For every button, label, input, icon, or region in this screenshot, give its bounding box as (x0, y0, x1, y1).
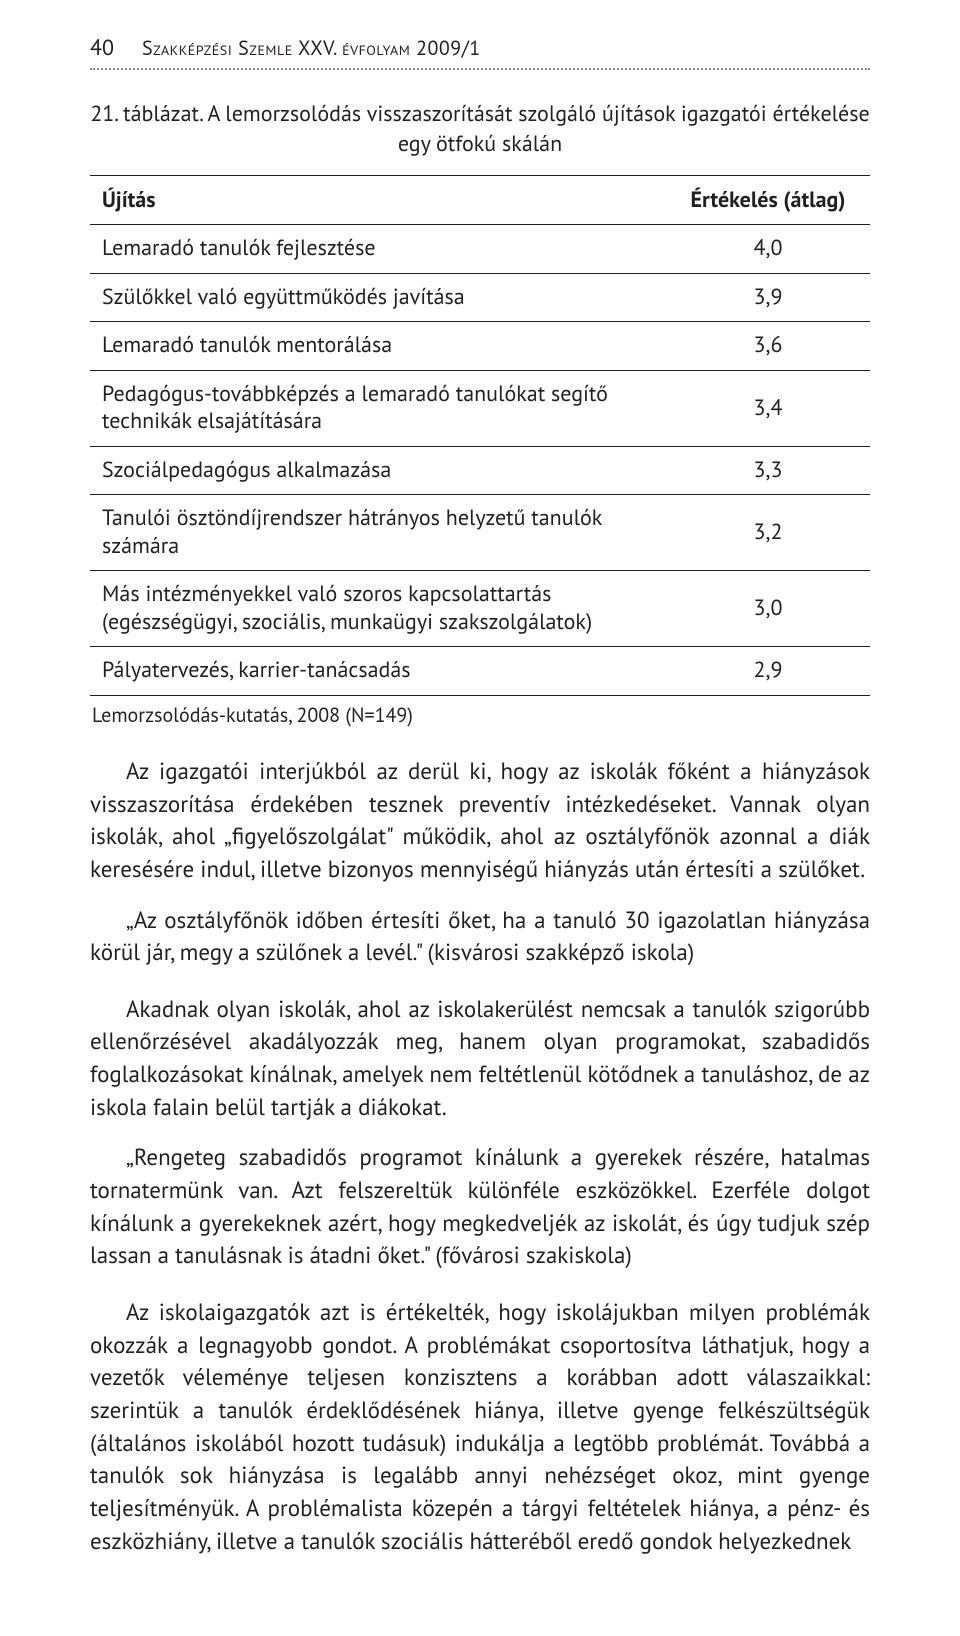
row-value: 3,4 (666, 370, 870, 446)
row-value: 3,2 (666, 495, 870, 571)
table-row: Pályatervezés, karrier-tanácsadás 2,9 (90, 647, 870, 696)
row-label: Lemaradó tanulók mentorálása (90, 322, 666, 371)
row-label: Tanulói ösztöndíjrendszer hátrányos hely… (90, 495, 666, 571)
row-label: Pedagógus-továbbképzés a lemaradó tanuló… (90, 370, 666, 446)
row-value: 3,9 (666, 273, 870, 322)
row-label: Szülőkkel való együttműködés javítása (90, 273, 666, 322)
table-row: Lemaradó tanulók mentorálása 3,6 (90, 322, 870, 371)
quote-1: „Az osztályfőnök időben értesíti őket, h… (90, 905, 870, 970)
table-row: Lemaradó tanulók fejlesztése 4,0 (90, 225, 870, 274)
row-value: 4,0 (666, 225, 870, 274)
table-row: Más intézményekkel való szoros kapcsolat… (90, 571, 870, 647)
paragraph-2: Akadnak olyan iskolák, ahol az iskolaker… (90, 994, 870, 1125)
table-row: Pedagógus-továbbképzés a lemaradó tanuló… (90, 370, 870, 446)
col-header-ertekeles: Értékelés (átlag) (666, 176, 870, 225)
paragraph-3: Az iskolaigazgatók azt is értékelték, ho… (90, 1297, 870, 1558)
journal-title: Szakképzési Szemle XXV. évfolyam 2009/1 (142, 35, 870, 61)
row-label: Más intézményekkel való szoros kapcsolat… (90, 571, 666, 647)
caption-text: A lemorzsolódás visszaszorítását szolgál… (207, 100, 869, 158)
row-value: 3,3 (666, 446, 870, 495)
col-header-ujitas: Újítás (90, 176, 666, 225)
table-row: Tanulói ösztöndíjrendszer hátrányos hely… (90, 495, 870, 571)
table-row: Szülőkkel való együttműködés javítása 3,… (90, 273, 870, 322)
table-note: Lemorzsolódás-kutatás, 2008 (N=149) (92, 702, 870, 728)
running-head: 40 Szakképzési Szemle XXV. évfolyam 2009… (90, 0, 870, 62)
row-value: 2,9 (666, 647, 870, 696)
quote-2: „Rengeteg szabadidős programot kínálunk … (90, 1142, 870, 1273)
header-rule (90, 68, 870, 70)
row-label: Szociálpedagógus alkalmazása (90, 446, 666, 495)
page-number: 40 (90, 34, 114, 62)
table-row: Szociálpedagógus alkalmazása 3,3 (90, 446, 870, 495)
caption-number: 21. táblázat. (90, 100, 202, 128)
row-label: Pályatervezés, karrier-tanácsadás (90, 647, 666, 696)
paragraph-1: Az igazgatói interjúkból az derül ki, ho… (90, 756, 870, 887)
row-value: 3,6 (666, 322, 870, 371)
row-label: Lemaradó tanulók fejlesztése (90, 225, 666, 274)
table-21: Újítás Értékelés (átlag) Lemaradó tanuló… (90, 175, 870, 696)
table-caption: 21. táblázat. A lemorzsolódás visszaszor… (90, 100, 870, 159)
row-value: 3,0 (666, 571, 870, 647)
